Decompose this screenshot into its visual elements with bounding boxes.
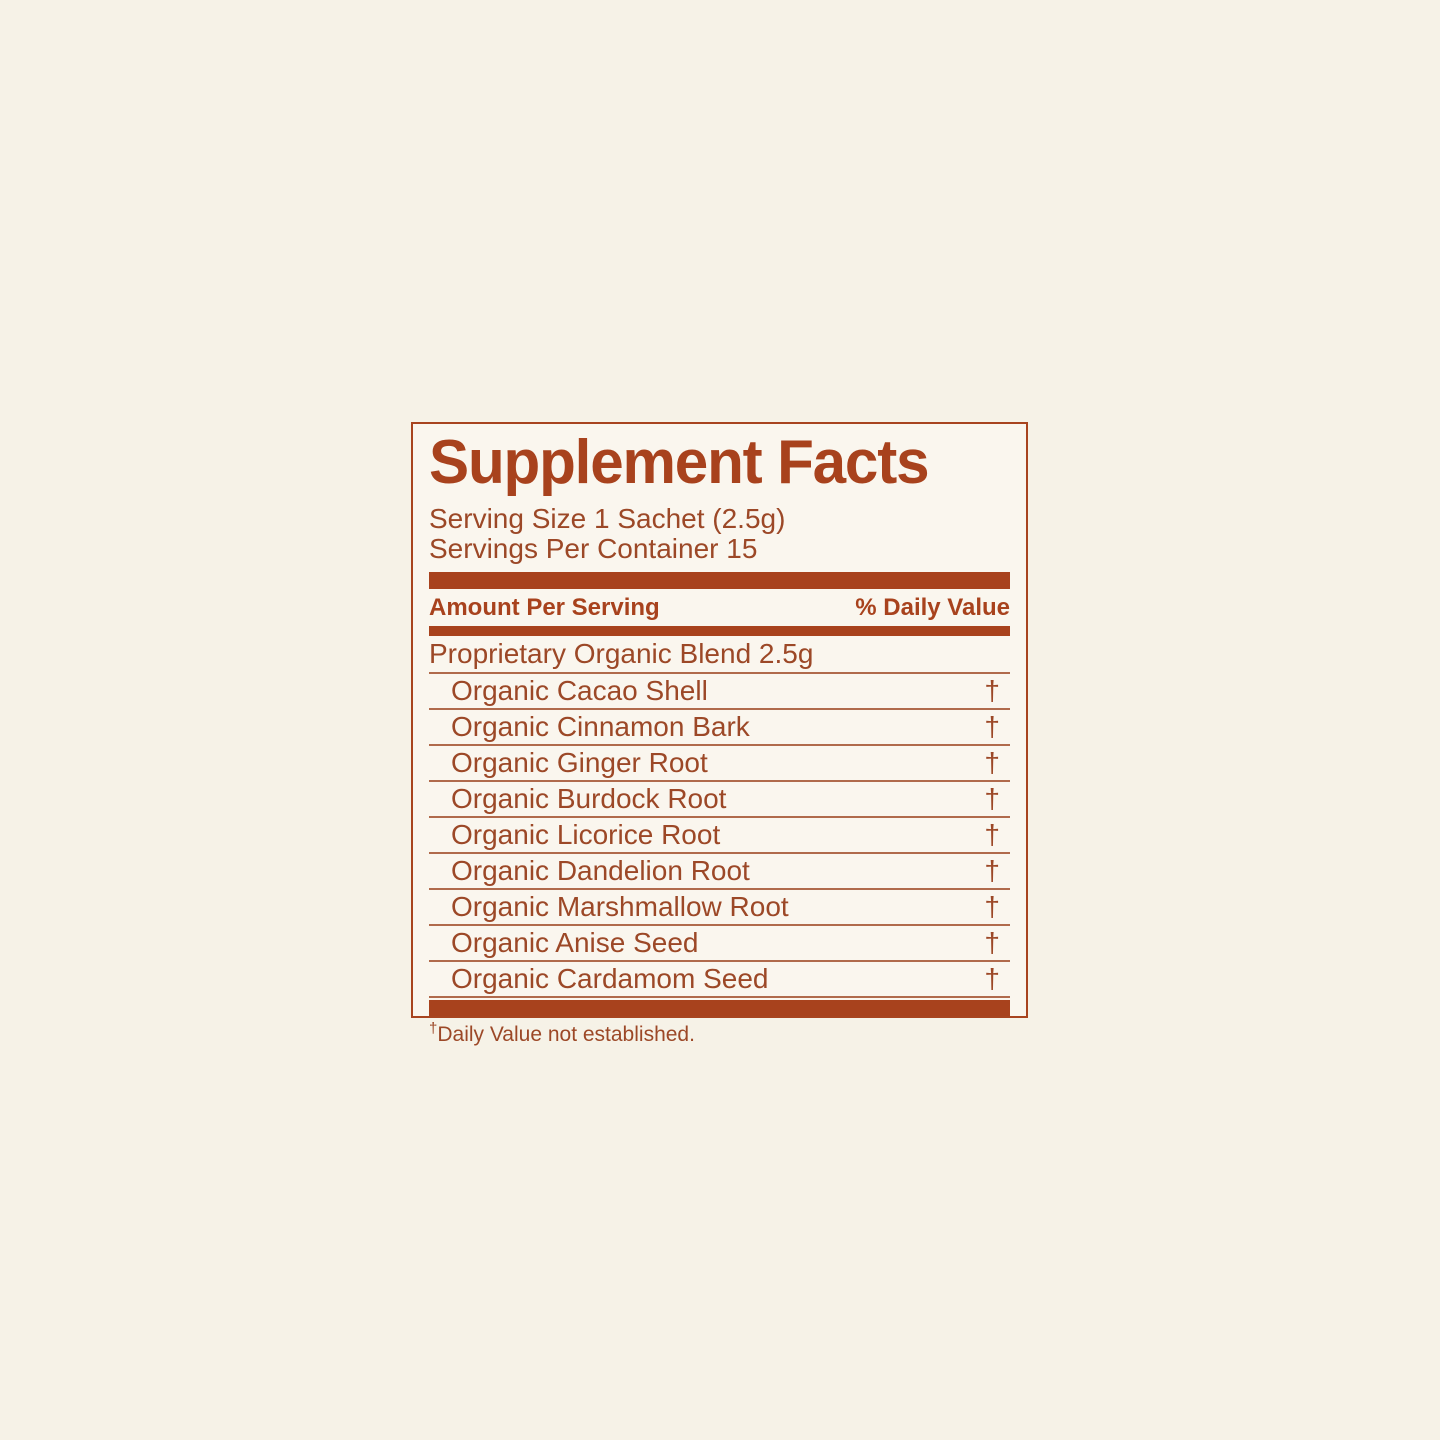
- table-row: Organic Cinnamon Bark †: [429, 710, 1010, 746]
- table-row: Organic Dandelion Root †: [429, 854, 1010, 890]
- page-title: Supplement Facts: [429, 428, 930, 497]
- ingredient-name: Organic Cacao Shell: [451, 675, 708, 706]
- supplement-facts-content: Supplement Facts Serving Size 1 Sachet (…: [429, 424, 1010, 1046]
- amount-per-serving-header: Amount Per Serving: [429, 594, 660, 621]
- supplement-facts-panel: Supplement Facts Serving Size 1 Sachet (…: [411, 422, 1028, 1046]
- table-row: Organic Burdock Root †: [429, 782, 1010, 818]
- ingredient-daily-value: †: [984, 963, 1000, 994]
- ingredient-name: Organic Marshmallow Root: [451, 891, 789, 922]
- table-row: Organic Marshmallow Root †: [429, 890, 1010, 926]
- table-row: Organic Cacao Shell †: [429, 674, 1010, 710]
- table-row: Organic Anise Seed †: [429, 926, 1010, 962]
- footnote-text: Daily Value not established.: [437, 1023, 695, 1046]
- ingredient-name: Organic Anise Seed: [451, 927, 699, 958]
- dagger-marker: †: [429, 1020, 438, 1037]
- servings-per-container-text: Servings Per Container 15: [429, 533, 758, 564]
- ingredient-name: Organic Licorice Root: [451, 819, 721, 850]
- column-header-row: Amount Per Serving % Daily Value: [429, 589, 1010, 626]
- ingredient-daily-value: †: [984, 747, 1000, 778]
- serving-size-text: Serving Size 1 Sachet (2.5g): [429, 503, 786, 534]
- ingredient-daily-value: †: [984, 783, 1000, 814]
- ingredient-daily-value: †: [984, 891, 1000, 922]
- ingredient-name: Organic Dandelion Root: [451, 855, 750, 886]
- ingredient-name: Organic Cardamom Seed: [451, 963, 769, 994]
- ingredient-daily-value: †: [984, 855, 1000, 886]
- proprietary-blend-row: Proprietary Organic Blend 2.5g: [429, 636, 1010, 674]
- ingredient-daily-value: †: [984, 927, 1000, 958]
- ingredient-daily-value: †: [984, 819, 1000, 850]
- table-row: Organic Ginger Root †: [429, 746, 1010, 782]
- divider-bar-thick-top: [429, 572, 1010, 589]
- ingredient-name: Organic Cinnamon Bark: [451, 711, 750, 742]
- ingredient-name: Organic Burdock Root: [451, 783, 727, 814]
- divider-bar-thick-bottom: [429, 1000, 1010, 1016]
- table-row: Organic Cardamom Seed †: [429, 962, 1010, 998]
- daily-value-header: % Daily Value: [855, 594, 1010, 621]
- ingredient-daily-value: †: [984, 675, 1000, 706]
- divider-bar-medium: [429, 626, 1010, 636]
- daily-value-footnote: †Daily Value not established.: [429, 1016, 1010, 1047]
- table-row: Organic Licorice Root †: [429, 818, 1010, 854]
- ingredient-name: Organic Ginger Root: [451, 747, 708, 778]
- ingredient-daily-value: †: [984, 711, 1000, 742]
